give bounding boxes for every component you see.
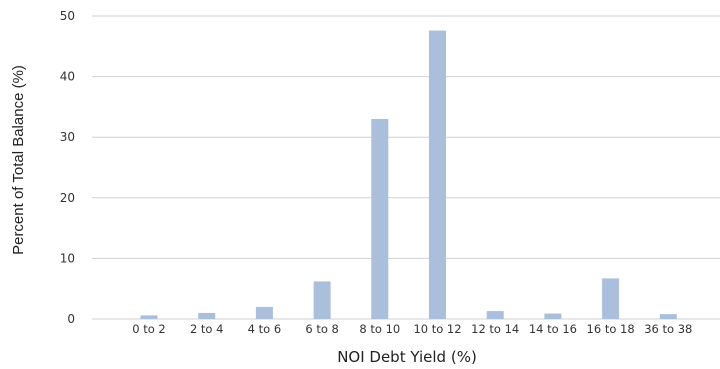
bar [371, 119, 389, 320]
bar [429, 30, 446, 319]
x-axis-title: NOI Debt Yield (%) [337, 348, 477, 366]
bar [255, 306, 273, 319]
x-tick-label: 16 to 18 [587, 322, 635, 336]
x-tick-label: 12 to 14 [471, 322, 519, 336]
y-tick-label: 20 [60, 191, 75, 205]
bar [198, 312, 216, 319]
x-tick-label: 14 to 16 [529, 322, 577, 336]
y-tick-labels: 0 10 20 30 40 50 [60, 9, 75, 326]
x-tick-label: 2 to 4 [190, 322, 224, 336]
y-axis-title: Percent of Total Balance (%) [10, 65, 27, 255]
y-tick-label: 10 [60, 251, 75, 265]
bar [602, 278, 620, 319]
gridlines [92, 15, 720, 320]
y-tick-label: 40 [60, 70, 75, 84]
y-tick-label: 50 [60, 9, 75, 23]
x-tick-label: 6 to 8 [305, 322, 339, 336]
x-tick-label: 4 to 6 [248, 322, 282, 336]
x-tick-label: 0 to 2 [132, 322, 166, 336]
y-tick-label: 30 [60, 130, 75, 144]
bars [140, 30, 677, 320]
x-tick-label: 8 to 10 [359, 322, 400, 336]
x-tick-label: 36 to 38 [644, 322, 692, 336]
bar [544, 313, 562, 319]
bar [140, 315, 158, 319]
bar [313, 281, 331, 319]
y-tick-label: 0 [67, 312, 75, 326]
x-tick-label: 10 to 12 [413, 322, 461, 336]
x-tick-labels: 0 to 2 2 to 4 4 to 6 6 to 8 8 to 10 10 to 12 1… [132, 322, 692, 336]
bar [486, 311, 504, 319]
bar [659, 314, 677, 319]
